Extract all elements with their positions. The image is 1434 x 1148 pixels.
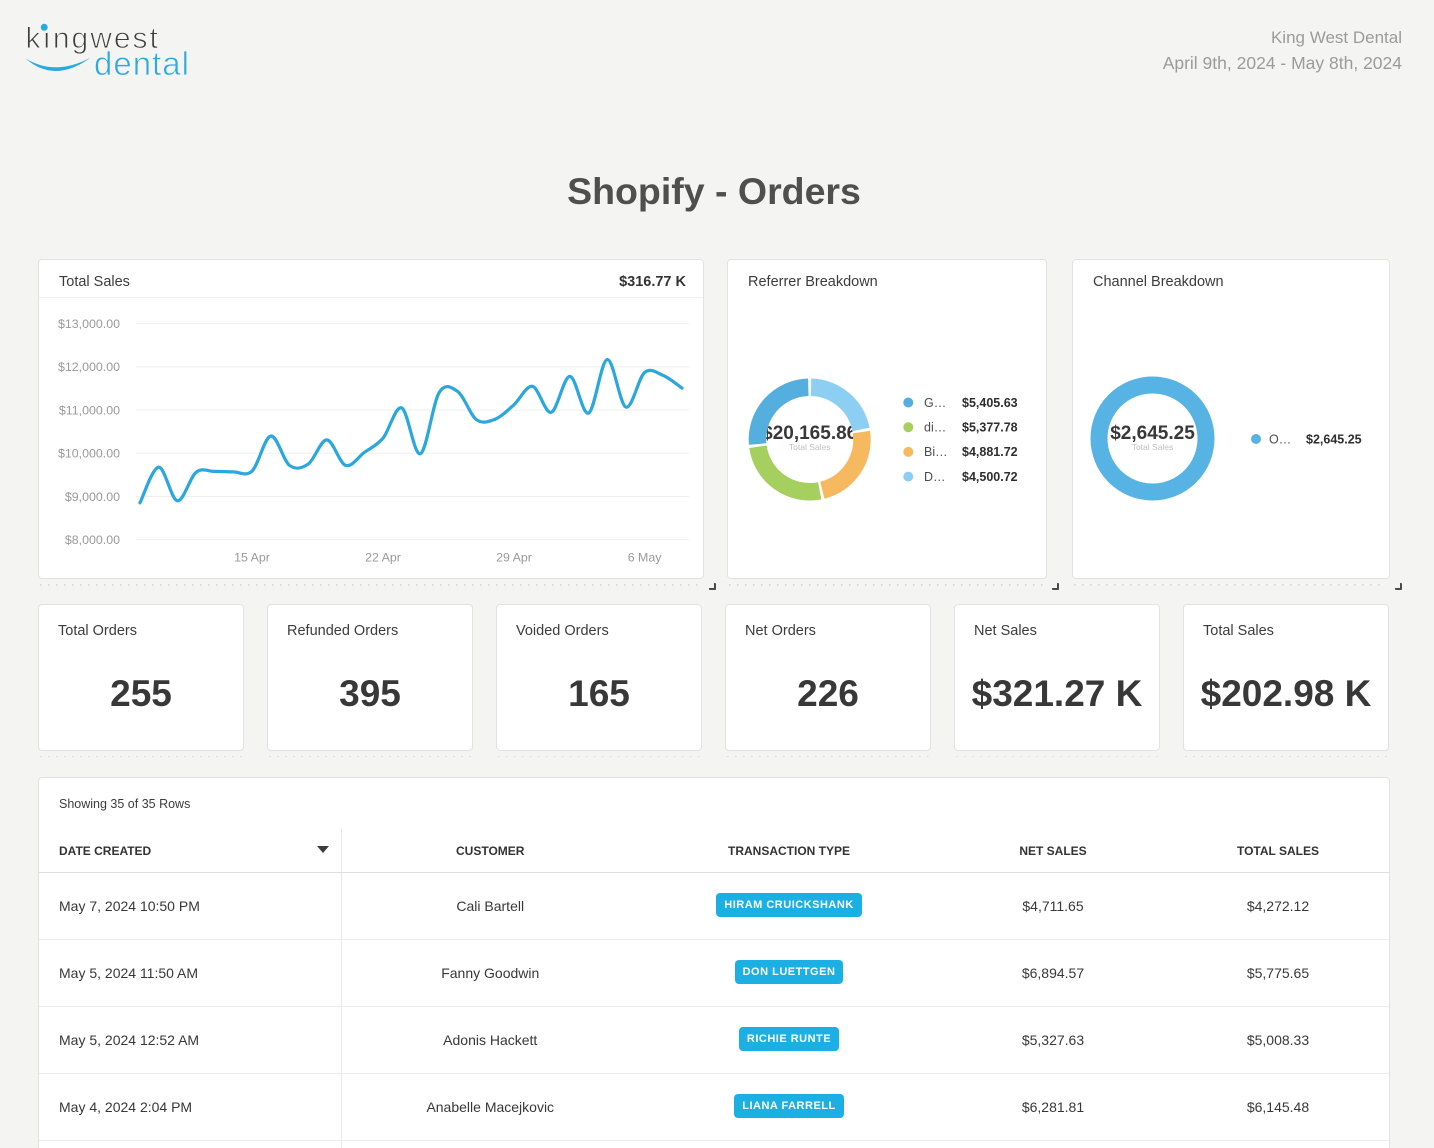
svg-text:$4,881.72: $4,881.72: [962, 445, 1018, 459]
svg-text:$2,645.25: $2,645.25: [1306, 432, 1362, 446]
svg-text:$13,000.00: $13,000.00: [58, 317, 120, 331]
svg-text:Total Sales: Total Sales: [1132, 442, 1174, 452]
svg-text:$11,000.00: $11,000.00: [59, 403, 120, 417]
svg-text:$5,377.78: $5,377.78: [962, 421, 1018, 435]
svg-text:Bi…: Bi…: [924, 445, 948, 459]
svg-text:29 Apr: 29 Apr: [496, 551, 532, 565]
svg-text:D…: D…: [924, 470, 946, 484]
svg-text:15 Apr: 15 Apr: [234, 551, 270, 565]
svg-text:G…: G…: [924, 396, 946, 410]
svg-text:$20,165.86: $20,165.86: [762, 423, 857, 444]
svg-text:6 May: 6 May: [628, 551, 663, 565]
svg-text:$9,000.00: $9,000.00: [65, 490, 120, 504]
svg-text:di…: di…: [924, 421, 946, 435]
svg-text:$10,000.00: $10,000.00: [58, 447, 120, 461]
svg-text:$8,000.00: $8,000.00: [65, 533, 120, 547]
svg-text:Total Sales: Total Sales: [789, 442, 831, 452]
svg-text:22 Apr: 22 Apr: [365, 551, 401, 565]
svg-text:dental: dental: [94, 45, 190, 82]
svg-text:O…: O…: [1269, 432, 1291, 446]
svg-text:$12,000.00: $12,000.00: [58, 360, 120, 374]
svg-text:$5,405.63: $5,405.63: [962, 396, 1018, 410]
svg-text:$2,645.25: $2,645.25: [1110, 423, 1195, 444]
svg-text:$4,500.72: $4,500.72: [962, 470, 1018, 484]
